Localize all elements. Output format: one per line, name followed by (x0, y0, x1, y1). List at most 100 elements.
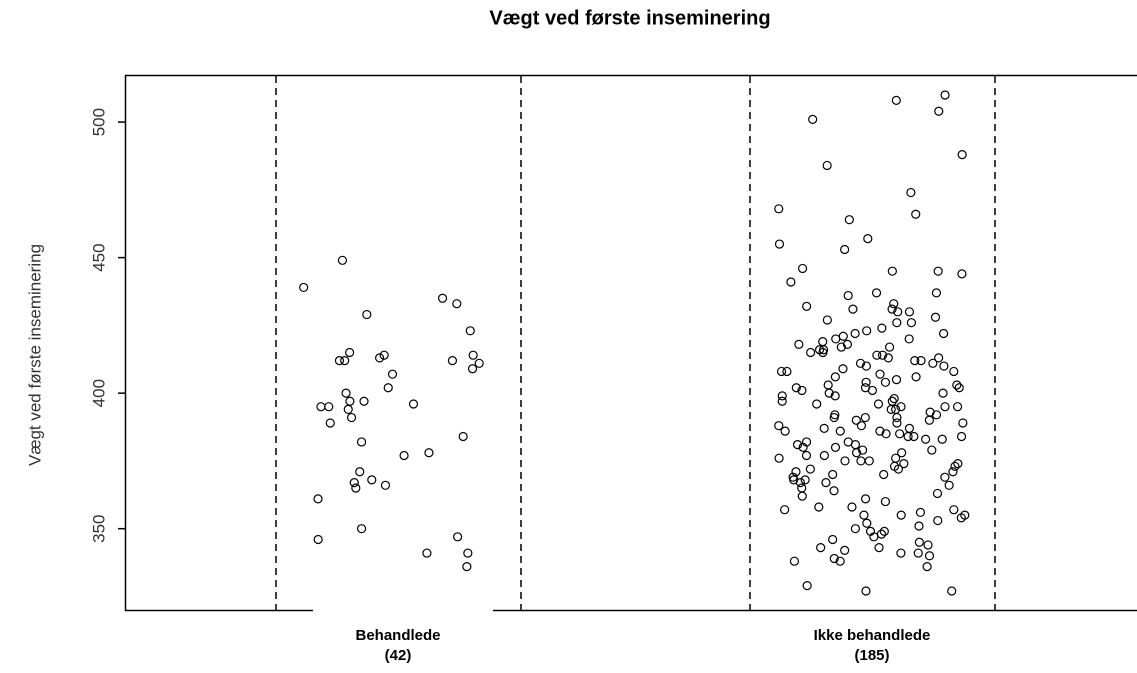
point (933, 515, 943, 526)
point (474, 358, 484, 368)
point (797, 483, 807, 493)
point (906, 318, 917, 328)
point (349, 477, 359, 488)
y-axis-label: Vægt ved første inseminering (25, 244, 44, 466)
point (904, 334, 914, 344)
point (850, 524, 860, 534)
point (828, 534, 838, 545)
point (911, 209, 921, 219)
point (462, 562, 472, 572)
point (299, 282, 309, 293)
point (848, 304, 858, 314)
point (896, 402, 906, 412)
point (862, 518, 872, 528)
point (340, 356, 350, 366)
point (801, 450, 812, 461)
point (874, 543, 884, 553)
point (850, 440, 860, 450)
point (851, 448, 862, 458)
point (930, 312, 941, 322)
point (859, 510, 869, 520)
point (838, 364, 848, 374)
point (856, 421, 867, 431)
point (956, 513, 966, 523)
point (889, 299, 899, 309)
point (950, 461, 960, 471)
point (782, 366, 792, 377)
x-tick-label: Behandlede (355, 627, 440, 644)
point (879, 469, 889, 480)
y-tick-label: 450 (89, 243, 108, 271)
point (789, 556, 800, 566)
point (860, 412, 870, 423)
x-tick-label: (185) (854, 647, 889, 664)
point (822, 160, 832, 171)
point (958, 418, 968, 428)
point (774, 421, 784, 431)
point (831, 334, 841, 344)
point (453, 532, 463, 542)
point (383, 383, 393, 393)
point (798, 442, 808, 452)
point (952, 402, 963, 412)
x-tick-label: (42) (385, 647, 412, 664)
point (313, 534, 323, 545)
point (934, 106, 944, 116)
point (892, 412, 902, 423)
point (830, 391, 840, 401)
point (863, 234, 873, 244)
point (791, 383, 801, 393)
point (928, 358, 938, 368)
point (345, 396, 355, 406)
point (956, 431, 967, 442)
point (883, 353, 893, 363)
point (931, 288, 942, 298)
point (856, 456, 866, 466)
point (939, 361, 949, 371)
point (909, 431, 919, 442)
point (399, 450, 409, 461)
point (896, 510, 906, 520)
point (937, 434, 947, 444)
point (916, 356, 926, 366)
point (802, 301, 812, 312)
point (921, 434, 931, 444)
point (957, 269, 967, 279)
point (840, 456, 850, 466)
chart-title: Vægt ved første inseminering (489, 7, 770, 29)
point (954, 383, 964, 393)
point (887, 396, 897, 406)
point (359, 396, 369, 406)
point (774, 453, 784, 463)
point (324, 402, 334, 412)
point (437, 293, 448, 303)
point (924, 551, 935, 561)
point (944, 480, 954, 490)
point (880, 496, 891, 507)
point (914, 537, 924, 547)
point (830, 372, 840, 382)
point (915, 507, 926, 518)
point (891, 453, 901, 463)
point (910, 356, 920, 366)
point (467, 364, 478, 374)
point (886, 404, 896, 415)
point (797, 385, 807, 396)
point (940, 90, 950, 100)
point (949, 366, 959, 377)
point (891, 374, 902, 385)
point (877, 350, 888, 360)
y-tick-label: 400 (89, 379, 108, 407)
point (884, 342, 895, 352)
point (325, 418, 335, 428)
point (346, 412, 357, 423)
point (829, 553, 839, 564)
point (903, 431, 913, 442)
point (891, 95, 901, 105)
point (830, 442, 841, 452)
y-tick-label: 350 (89, 514, 108, 542)
point (847, 502, 857, 512)
point (351, 483, 361, 493)
point (776, 366, 787, 377)
